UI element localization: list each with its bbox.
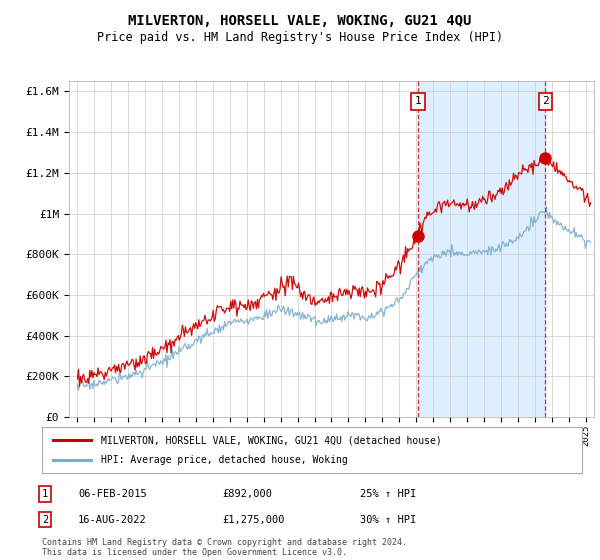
Bar [418, 81, 545, 417]
Text: MILVERTON, HORSELL VALE, WOKING, GU21 4QU (detached house): MILVERTON, HORSELL VALE, WOKING, GU21 4Q… [101, 435, 442, 445]
Text: MILVERTON, HORSELL VALE, WOKING, GU21 4QU: MILVERTON, HORSELL VALE, WOKING, GU21 4Q… [128, 14, 472, 28]
Text: £892,000: £892,000 [222, 489, 272, 499]
Text: HPI: Average price, detached house, Woking: HPI: Average price, detached house, Woki… [101, 455, 348, 465]
Text: Price paid vs. HM Land Registry's House Price Index (HPI): Price paid vs. HM Land Registry's House … [97, 31, 503, 44]
Text: £1,275,000: £1,275,000 [222, 515, 284, 525]
Text: Contains HM Land Registry data © Crown copyright and database right 2024.
This d: Contains HM Land Registry data © Crown c… [42, 538, 407, 557]
Text: 25% ↑ HPI: 25% ↑ HPI [360, 489, 416, 499]
Text: 16-AUG-2022: 16-AUG-2022 [78, 515, 147, 525]
Text: 1: 1 [42, 489, 48, 499]
Text: 2: 2 [42, 515, 48, 525]
Text: 1: 1 [415, 96, 421, 106]
Text: 06-FEB-2015: 06-FEB-2015 [78, 489, 147, 499]
Text: 2: 2 [542, 96, 548, 106]
Text: 30% ↑ HPI: 30% ↑ HPI [360, 515, 416, 525]
